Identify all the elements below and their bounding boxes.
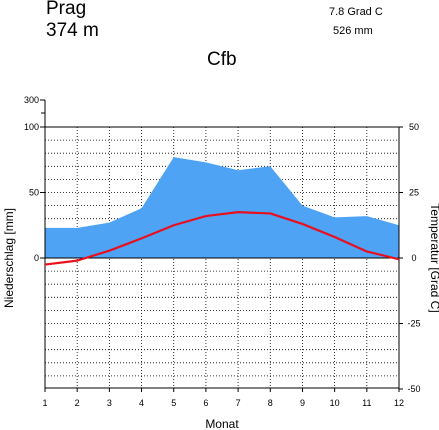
axis-ticks: [40, 126, 403, 392]
y-axis-title-right: Temperatur [Grad C]: [428, 203, 439, 312]
x-tick-label: 8: [268, 398, 273, 408]
x-tick-label: 10: [330, 398, 340, 408]
y-right-tick-label: 25: [409, 188, 419, 198]
x-tick-label: 2: [75, 398, 80, 408]
temperature-line: [44, 211, 400, 266]
x-tick-label: 5: [171, 398, 176, 408]
station-name: Prag: [46, 0, 87, 19]
precipitation-area: [45, 157, 399, 258]
annual-precipitation: 526 mm: [333, 25, 373, 37]
x-tick-label: 1: [42, 398, 47, 408]
climate-class: Cfb: [207, 49, 237, 70]
x-tick-label: 11: [362, 398, 371, 408]
y-left-tick-label: 100: [24, 122, 39, 132]
mean-temperature: 7.8 Grad C: [329, 6, 383, 18]
y-right-tick-label: -25: [407, 319, 420, 329]
x-tick-label: 6: [203, 398, 208, 408]
y-right-tick-label: 0: [411, 253, 416, 263]
y-left-tick-label: 0: [34, 253, 39, 263]
x-tick-label: 7: [236, 398, 241, 408]
x-tick-label: 9: [300, 398, 305, 408]
station-altitude: 374 m: [46, 20, 99, 41]
y-left-tick-label: 50: [29, 188, 39, 198]
y-axis-title-left: Niederschlag [mm]: [2, 208, 16, 308]
y-right-tick-label: 50: [409, 122, 419, 132]
x-axis-title: Monat: [205, 417, 239, 430]
x-tick-label: 12: [394, 398, 404, 408]
x-tick-label: 4: [139, 398, 144, 408]
x-tick-label: 3: [107, 398, 112, 408]
y-right-tick-label: -50: [407, 384, 420, 394]
y-left-tick-label: 300: [24, 95, 39, 105]
